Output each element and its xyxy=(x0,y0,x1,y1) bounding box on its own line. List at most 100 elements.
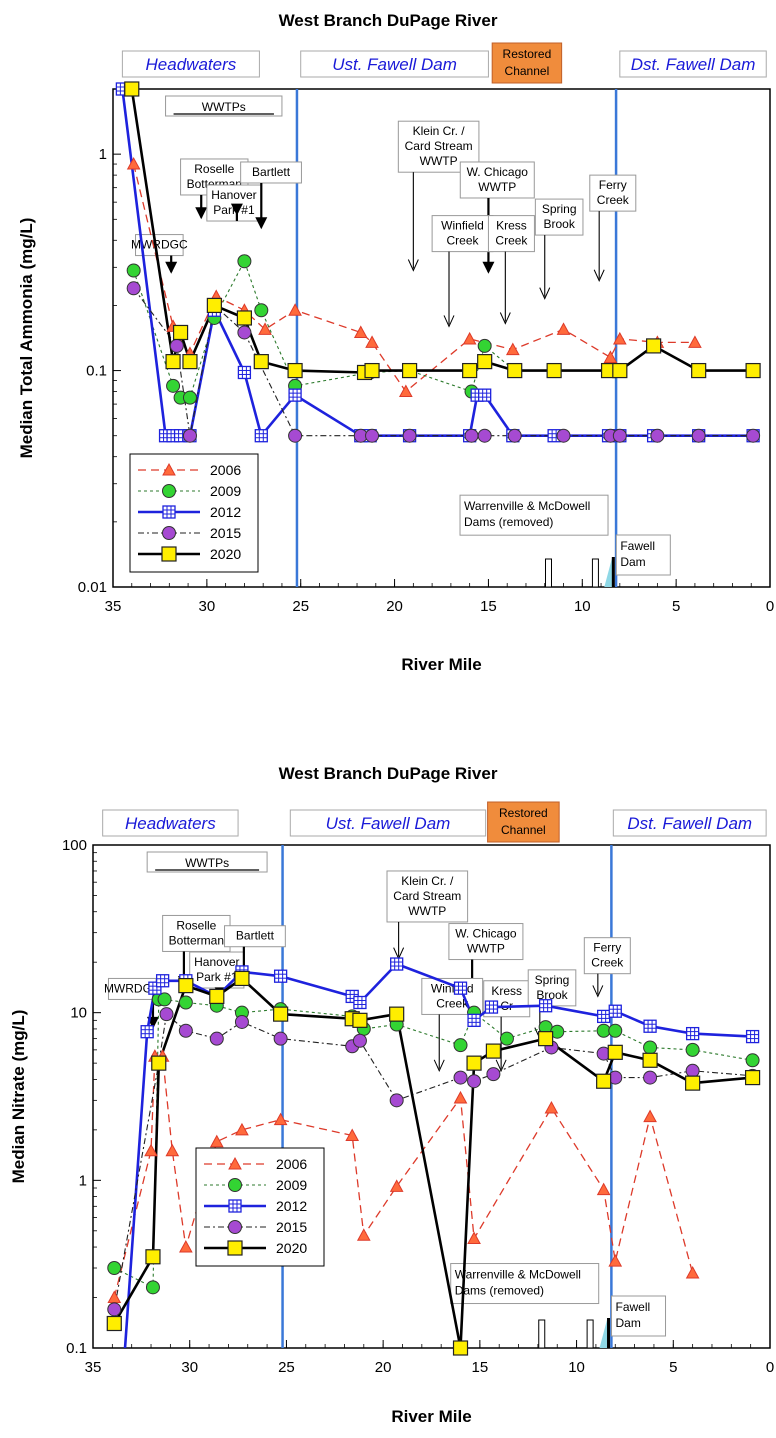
restored-channel-box xyxy=(491,42,563,84)
legend-marker xyxy=(162,462,176,476)
annotation-label: W. Chicago xyxy=(467,165,529,179)
y-tick-label: 0.1 xyxy=(86,363,107,380)
data-point-2020 xyxy=(389,1006,405,1022)
data-point-2015 xyxy=(650,428,665,443)
data-point-2006 xyxy=(353,325,368,338)
annotation-box xyxy=(534,198,584,236)
fawell-label-box xyxy=(615,534,671,576)
data-point-2006 xyxy=(462,331,477,345)
marker-layer xyxy=(106,957,761,1356)
data-point-2009 xyxy=(178,995,193,1010)
region-label: Dst. Fawell Dam xyxy=(627,814,752,833)
annotation-label: MWRDGC xyxy=(131,238,188,252)
data-point-2006 xyxy=(258,322,272,335)
region-label: Headwaters xyxy=(125,814,216,833)
data-point-2012 xyxy=(484,1000,499,1014)
legend-marker xyxy=(228,1178,242,1192)
annotation: MWRDGC xyxy=(104,977,161,1029)
x-tick-label: 10 xyxy=(568,1359,585,1376)
x-axis-label: River Mile xyxy=(401,655,481,674)
annotation: Bartlett xyxy=(224,925,286,984)
data-point-2006 xyxy=(389,1179,404,1192)
annotation-label: Roselle xyxy=(176,918,216,932)
annotation-label: WWTP xyxy=(408,904,446,918)
legend-marker xyxy=(162,526,176,540)
annotation-box xyxy=(589,174,637,212)
dam-marker xyxy=(586,1319,594,1349)
legend: 2006 2009 2012 2015 2020 xyxy=(129,453,259,573)
region-label: Headwaters xyxy=(146,55,237,74)
data-point-2009 xyxy=(107,1261,122,1276)
region-box xyxy=(102,809,239,837)
x-tick-label: 15 xyxy=(480,598,497,615)
data-point-2006 xyxy=(179,1240,193,1253)
annotation-arrowhead xyxy=(165,261,178,274)
data-point-2012 xyxy=(538,999,553,1013)
series-line-2006 xyxy=(132,163,695,393)
data-point-2006 xyxy=(273,1112,288,1126)
annotation-label: Spring xyxy=(542,202,577,216)
data-point-2006 xyxy=(144,1143,158,1157)
x-tick-label: 5 xyxy=(669,1359,677,1376)
annotation: MWRDGC xyxy=(131,234,188,274)
data-point-2006 xyxy=(209,1134,224,1148)
data-point-2020 xyxy=(182,354,198,370)
data-point-2020 xyxy=(546,362,562,379)
dam-note-box xyxy=(450,1263,600,1305)
data-point-2006 xyxy=(467,1231,481,1244)
y-tick-label: 100 xyxy=(62,837,87,854)
restored-label: Channel xyxy=(501,823,546,837)
data-point-2015 xyxy=(352,1033,367,1048)
legend-marker xyxy=(162,505,176,519)
data-point-2006 xyxy=(643,1109,657,1123)
annotation-arrowhead xyxy=(482,261,495,274)
dam-note: Warrenville & McDowell Dams (removed) Fawe… xyxy=(459,494,671,588)
data-point-2009 xyxy=(157,992,172,1007)
annotation-arrowhead xyxy=(195,207,208,220)
annotation-box xyxy=(487,215,535,253)
data-point-2009 xyxy=(477,338,492,353)
data-point-2012 xyxy=(547,429,561,443)
data-point-2020 xyxy=(165,354,181,370)
data-point-2015 xyxy=(178,1023,193,1038)
data-point-2015 xyxy=(507,428,522,443)
wwtp-box xyxy=(165,95,283,117)
data-point-2020 xyxy=(685,1075,701,1091)
data-point-2006 xyxy=(556,322,571,335)
data-point-2020 xyxy=(172,324,189,341)
data-point-2012 xyxy=(353,995,367,1010)
data-point-2012 xyxy=(237,365,252,380)
restored-label: Restored xyxy=(499,806,548,820)
data-point-2015 xyxy=(365,428,380,443)
data-point-2006 xyxy=(165,1143,180,1157)
legend-label: 2009 xyxy=(276,1177,307,1193)
dam-marker xyxy=(544,558,552,588)
region-box xyxy=(612,809,767,837)
annotation-label: Creek xyxy=(436,996,469,1010)
data-point-2015 xyxy=(159,1007,174,1022)
annotation-label: Brook xyxy=(536,988,568,1002)
y-axis-label: Median Nitrate (mg/L) xyxy=(9,1010,28,1184)
data-point-2006 xyxy=(235,1122,249,1136)
data-point-2012 xyxy=(467,1013,481,1027)
annotation-label: Park #1 xyxy=(196,970,238,984)
data-point-2020 xyxy=(106,1315,122,1332)
annotation-label: Creek xyxy=(447,234,480,248)
annotation-label: Ferry xyxy=(599,178,627,192)
data-point-2020 xyxy=(485,1043,501,1059)
data-point-2020 xyxy=(452,1340,469,1356)
data-point-2015 xyxy=(182,428,197,443)
region-box xyxy=(121,50,260,78)
data-point-2012 xyxy=(685,1026,700,1041)
annotation-arrowhead xyxy=(433,1059,445,1073)
x-tick-label: 20 xyxy=(375,1359,392,1376)
x-axis-label: River Mile xyxy=(391,1407,471,1426)
data-point-2020 xyxy=(352,1012,368,1028)
legend-marker xyxy=(228,1199,242,1213)
restored-channel-box xyxy=(487,801,560,843)
